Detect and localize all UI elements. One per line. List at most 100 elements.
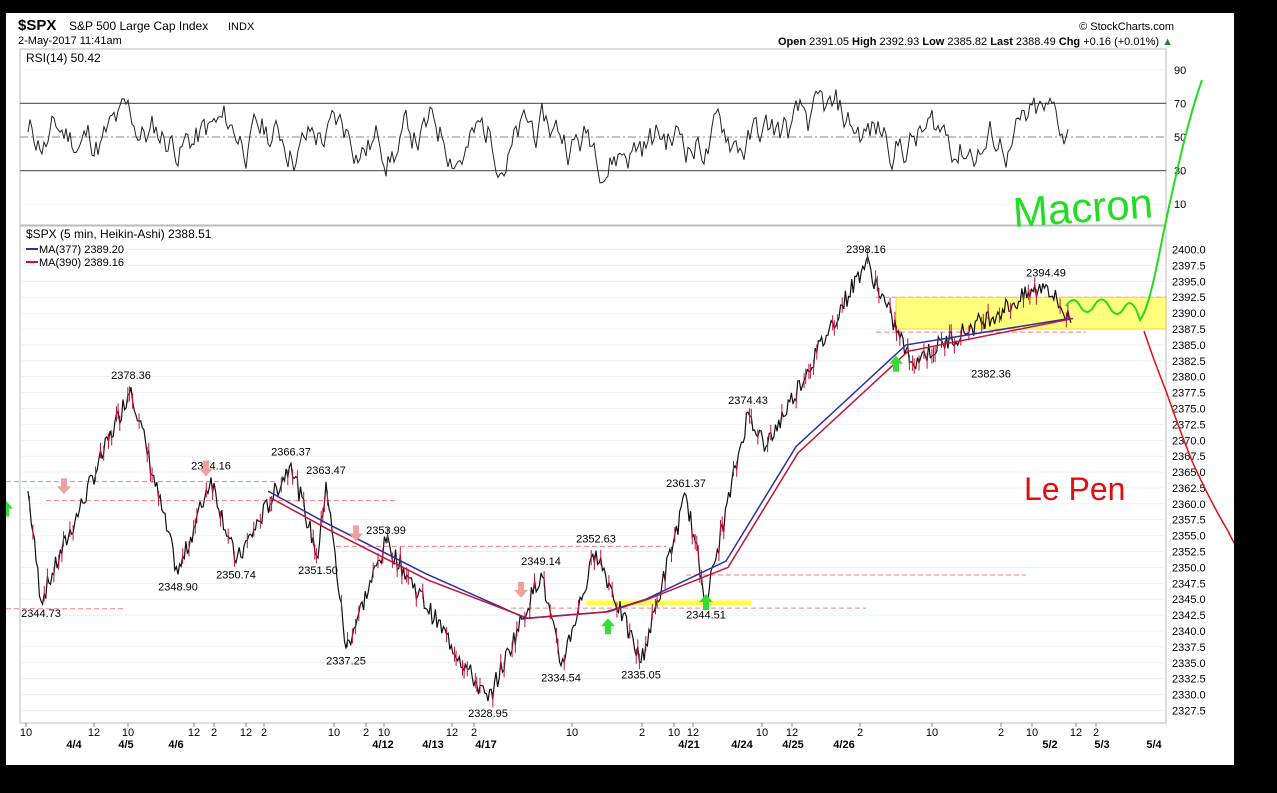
price-label: 2334.54 [541, 673, 581, 685]
price-tick-label: 2362.5 [1172, 483, 1206, 495]
x-hour-tick: 10 [122, 727, 134, 739]
buy-signal-arrow [889, 355, 903, 372]
price-tick-label: 2397.5 [1172, 260, 1206, 272]
legend: $SPX (5 min, Heikin-Ashi) 2388.51 MA(377… [26, 227, 212, 269]
quote-line: Open 2391.05 High 2392.93 Low 2385.82 La… [778, 36, 1173, 48]
rsi-grid [20, 69, 1166, 205]
macron-label: Macron [1011, 179, 1154, 236]
rsi-tick-label: 70 [1174, 98, 1186, 110]
x-hour-tick: 12 [240, 727, 252, 739]
x-hour-tick: 2 [363, 727, 369, 739]
rsi-label: RSI(14) 50.42 [26, 51, 101, 65]
price-tick-label: 2380.0 [1172, 372, 1206, 384]
price-label: 2374.43 [728, 395, 768, 407]
sell-signal-arrow [57, 478, 71, 495]
price-series-down [29, 248, 1069, 708]
x-hour-tick: 12 [687, 727, 699, 739]
price-labels: 2378.362344.732348.902364.162350.742366.… [21, 244, 1066, 720]
x-hour-tick: 10 [378, 727, 390, 739]
price-label: 2363.47 [306, 465, 346, 477]
macron-scenario-line [1065, 79, 1203, 323]
price-label: 2351.50 [298, 565, 338, 577]
signal-arrows [6, 355, 903, 635]
price-tick-label: 2385.0 [1172, 340, 1206, 352]
x-date-tick: 4/17 [475, 739, 496, 751]
stock-chart: $SPX S&P 500 Large Cap Index INDX 2-May-… [6, 17, 1234, 751]
price-tick-label: 2390.0 [1172, 308, 1206, 320]
x-hour-tick: 2 [471, 727, 477, 739]
price-label: 2344.73 [21, 608, 61, 620]
x-hour-tick: 12 [88, 727, 100, 739]
le-pen-label: Le Pen [1024, 471, 1125, 507]
index-name: S&P 500 Large Cap Index [69, 19, 208, 33]
x-hour-tick: 2 [211, 727, 217, 739]
price-tick-label: 2355.0 [1172, 531, 1206, 543]
price-tick-label: 2365.0 [1172, 467, 1206, 479]
x-date-tick: 5/3 [1094, 739, 1109, 751]
buy-signal-arrow [601, 618, 615, 635]
sell-signal-arrow [514, 581, 528, 598]
price-tick-label: 2357.5 [1172, 515, 1206, 527]
x-hour-tick: 10 [668, 727, 680, 739]
x-hour-tick: 2 [639, 727, 645, 739]
price-tick-label: 2375.0 [1172, 403, 1206, 415]
price-label: 2349.14 [521, 556, 561, 568]
symbol: $SPX [18, 17, 56, 34]
datetime: 2-May-2017 11:41am [18, 35, 122, 47]
price-label: 2328.95 [468, 708, 508, 720]
price-tick-label: 2377.5 [1172, 388, 1206, 400]
price-tick-label: 2347.5 [1172, 578, 1206, 590]
price-tick-label: 2342.5 [1172, 610, 1206, 622]
price-label: 2394.49 [1026, 268, 1066, 280]
price-tick-label: 2372.5 [1172, 419, 1206, 431]
x-hour-tick: 12 [446, 727, 458, 739]
price-tick-label: 2345.0 [1172, 594, 1206, 606]
x-date-tick: 4/26 [833, 739, 854, 751]
x-hour-tick: 2 [857, 727, 863, 739]
price-tick-label: 2392.5 [1172, 292, 1206, 304]
x-hour-tick: 2 [1093, 727, 1099, 739]
price-label: 2361.37 [666, 478, 706, 490]
x-date-tick: 4/25 [782, 739, 803, 751]
x-axis: 10 12 10 12 2 12 2 10 2 10 12 2 10 2 10 12 10 12 2 10 2 10 12 2… [20, 723, 1163, 751]
sell-signal-arrow [349, 525, 363, 542]
price-label: 2382.36 [971, 369, 1011, 381]
x-date-tick: 4/5 [118, 739, 133, 751]
x-date-tick: 4/21 [678, 739, 699, 751]
rsi-line [27, 89, 1069, 184]
x-date-tick: 4/12 [372, 739, 393, 751]
legend-ma390: MA(390) 2389.16 [39, 257, 124, 269]
price-tick-label: 2387.5 [1172, 324, 1206, 336]
legend-ma377: MA(377) 2389.20 [39, 244, 124, 256]
chart-card: $SPX S&P 500 Large Cap Index INDX 2-May-… [6, 13, 1234, 765]
price-tick-label: 2340.0 [1172, 626, 1206, 638]
x-hour-tick: 2 [998, 727, 1004, 739]
price-tick-label: 2337.5 [1172, 642, 1206, 654]
price-tick-label: 2352.5 [1172, 547, 1206, 559]
price-label: 2378.36 [111, 370, 151, 382]
x-date-tick: 4/6 [168, 739, 183, 751]
price-tick-label: 2350.0 [1172, 562, 1206, 574]
x-date-tick: 5/4 [1146, 739, 1162, 751]
buy-signal-arrow [699, 594, 713, 611]
rsi-tick-label: 10 [1174, 199, 1186, 211]
x-hour-tick: 10 [566, 727, 578, 739]
price-label: 2344.51 [686, 609, 726, 621]
price-label: 2337.25 [326, 655, 366, 667]
price-tick-label: 2360.0 [1172, 499, 1206, 511]
price-label: 2398.16 [846, 244, 886, 256]
price-label: 2353.99 [366, 525, 406, 537]
price-grid [20, 249, 1166, 711]
x-hour-tick: 10 [1026, 727, 1038, 739]
small-highlight [586, 600, 751, 606]
x-hour-tick: 10 [756, 727, 768, 739]
x-date-tick: 4/24 [731, 739, 753, 751]
x-hour-tick: 2 [261, 727, 267, 739]
price-tick-label: 2330.0 [1172, 690, 1206, 702]
price-label: 2335.05 [621, 669, 661, 681]
rsi-tick-label: 90 [1174, 65, 1186, 77]
price-tick-label: 2367.5 [1172, 451, 1206, 463]
ma390-line [269, 317, 1074, 620]
x-date-tick: 4/13 [422, 739, 443, 751]
